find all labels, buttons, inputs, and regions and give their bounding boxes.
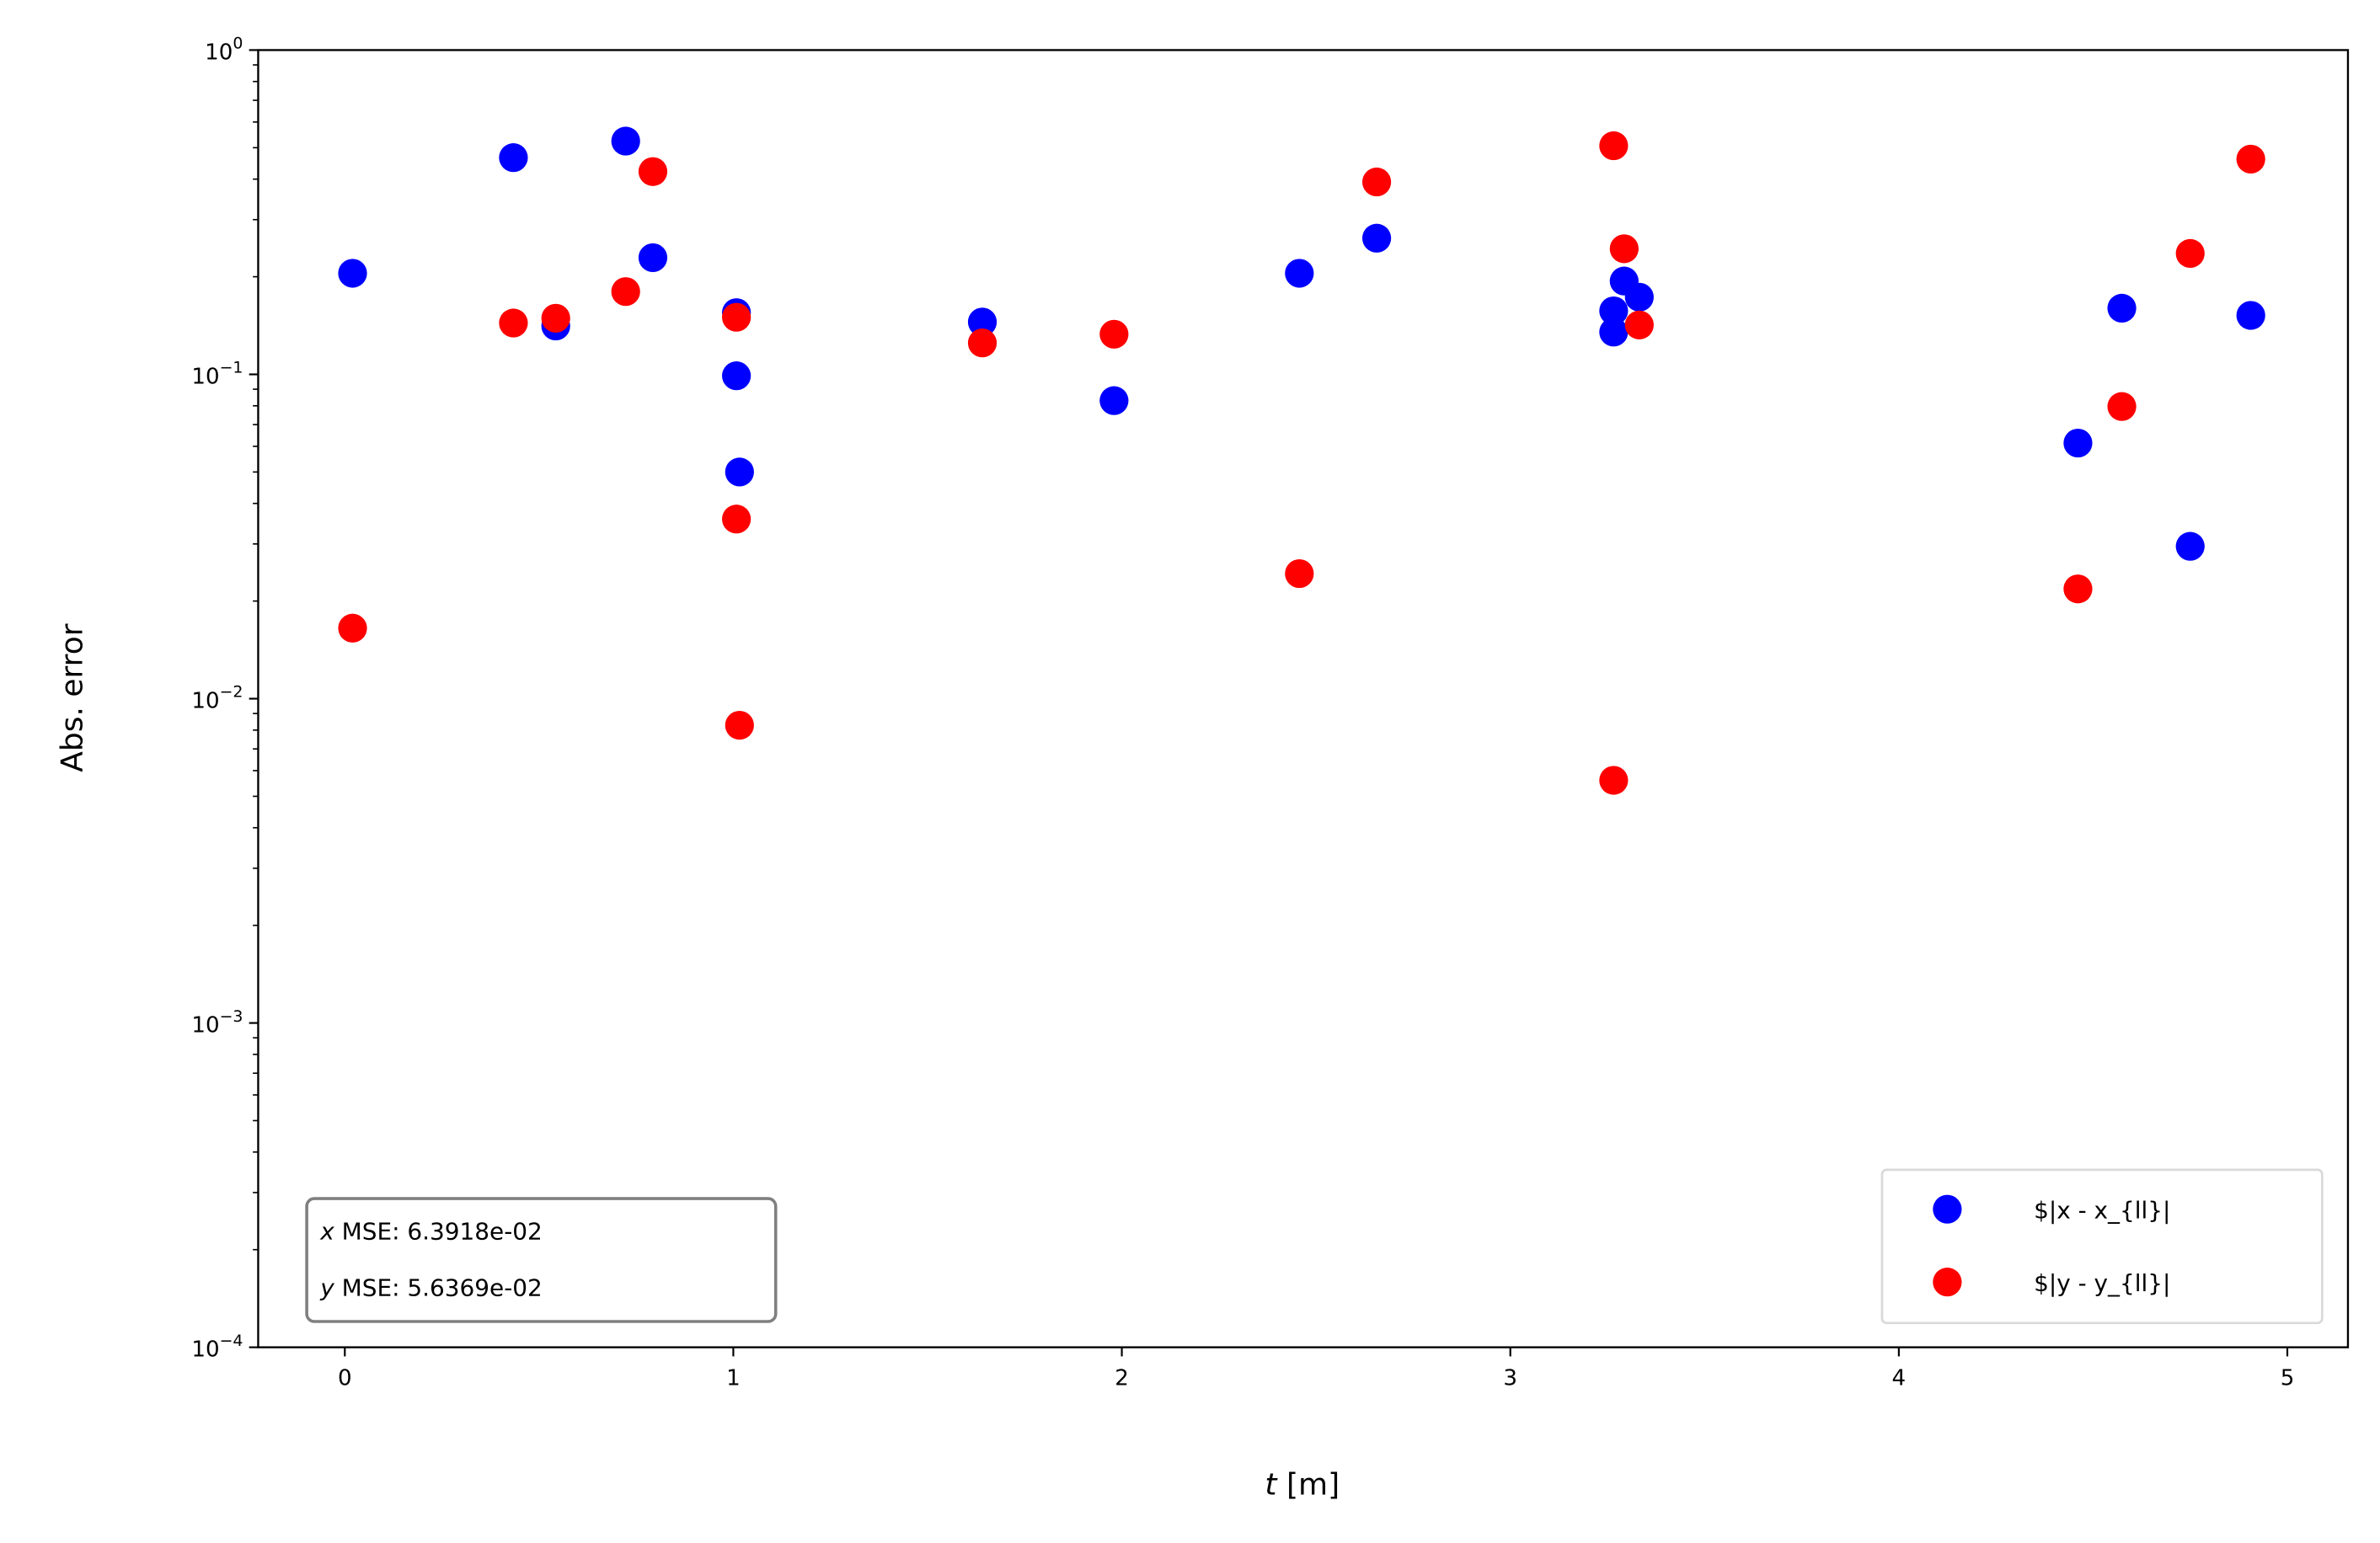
- data-point: [2175, 238, 2205, 269]
- data-point: [1099, 319, 1129, 349]
- data-point: [1599, 766, 1629, 795]
- data-point: [1624, 310, 1654, 339]
- data-point: [638, 157, 668, 186]
- x-axis-label: t [m]: [1265, 1467, 1340, 1502]
- data-point: [611, 277, 640, 307]
- plot-frame: [257, 49, 2350, 1348]
- data-point: [722, 505, 751, 534]
- data-point: [1361, 223, 1392, 253]
- data-point: [611, 126, 640, 156]
- y-tick-label: 10−4: [191, 1332, 243, 1363]
- data-point: [2063, 574, 2093, 604]
- series-0: [338, 126, 2265, 561]
- data-point: [1285, 259, 1314, 288]
- x-tick-label: 2: [1115, 1366, 1129, 1391]
- data-point: [1361, 167, 1392, 197]
- data-point: [1285, 558, 1314, 589]
- data-point: [2175, 531, 2205, 561]
- y-tick-label: 10−3: [191, 1007, 243, 1038]
- data-point: [499, 143, 528, 173]
- data-point: [2236, 144, 2265, 174]
- data-point: [1609, 234, 1639, 264]
- y-tick-label: 10−2: [191, 683, 243, 714]
- legend-marker-x: [1933, 1194, 1962, 1224]
- data-point: [2107, 293, 2137, 323]
- data-point: [338, 259, 367, 288]
- data-point: [967, 328, 997, 358]
- data-point: [499, 308, 528, 338]
- data-point: [722, 361, 751, 391]
- legend-label-x: $|x - x_{ll}|: [2034, 1197, 2170, 1225]
- x-tick-label: 1: [726, 1366, 741, 1391]
- data-point: [338, 613, 367, 643]
- data-point: [1599, 296, 1629, 326]
- y-tick-label: 100: [205, 35, 243, 66]
- data-point: [1099, 386, 1129, 415]
- x-tick-label: 0: [338, 1366, 352, 1391]
- data-point: [725, 457, 754, 487]
- data-point: [1599, 131, 1629, 161]
- legend-label-y: $|y - y_{ll}|: [2034, 1269, 2170, 1297]
- legend-marker-y: [1933, 1268, 1962, 1297]
- y-tick-label: 10−1: [191, 359, 243, 390]
- x-mse-text: x MSE: 6.3918e-02: [319, 1218, 542, 1246]
- data-point: [2063, 428, 2093, 458]
- data-point: [1624, 282, 1654, 312]
- data-point: [2107, 392, 2137, 421]
- series-1: [338, 131, 2265, 795]
- mse-annotation-box: x MSE: 6.3918e-02 y MSE: 5.6369e-02: [305, 1197, 778, 1323]
- y-mse-text: y MSE: 5.6369e-02: [319, 1273, 542, 1301]
- data-point: [638, 243, 668, 273]
- data-point: [1599, 318, 1629, 347]
- data-point: [722, 302, 751, 332]
- data-point: [725, 710, 754, 740]
- data-point: [967, 307, 997, 337]
- y-axis-label: Abs. error: [55, 623, 89, 772]
- x-tick-label: 3: [1503, 1366, 1517, 1391]
- x-tick-label: 5: [2281, 1366, 2295, 1391]
- legend: $|x - x_{ll}| $|y - y_{ll}|: [1880, 1168, 2324, 1325]
- data-point: [541, 303, 570, 333]
- x-tick-label: 4: [1892, 1366, 1907, 1391]
- data-point: [2236, 301, 2265, 330]
